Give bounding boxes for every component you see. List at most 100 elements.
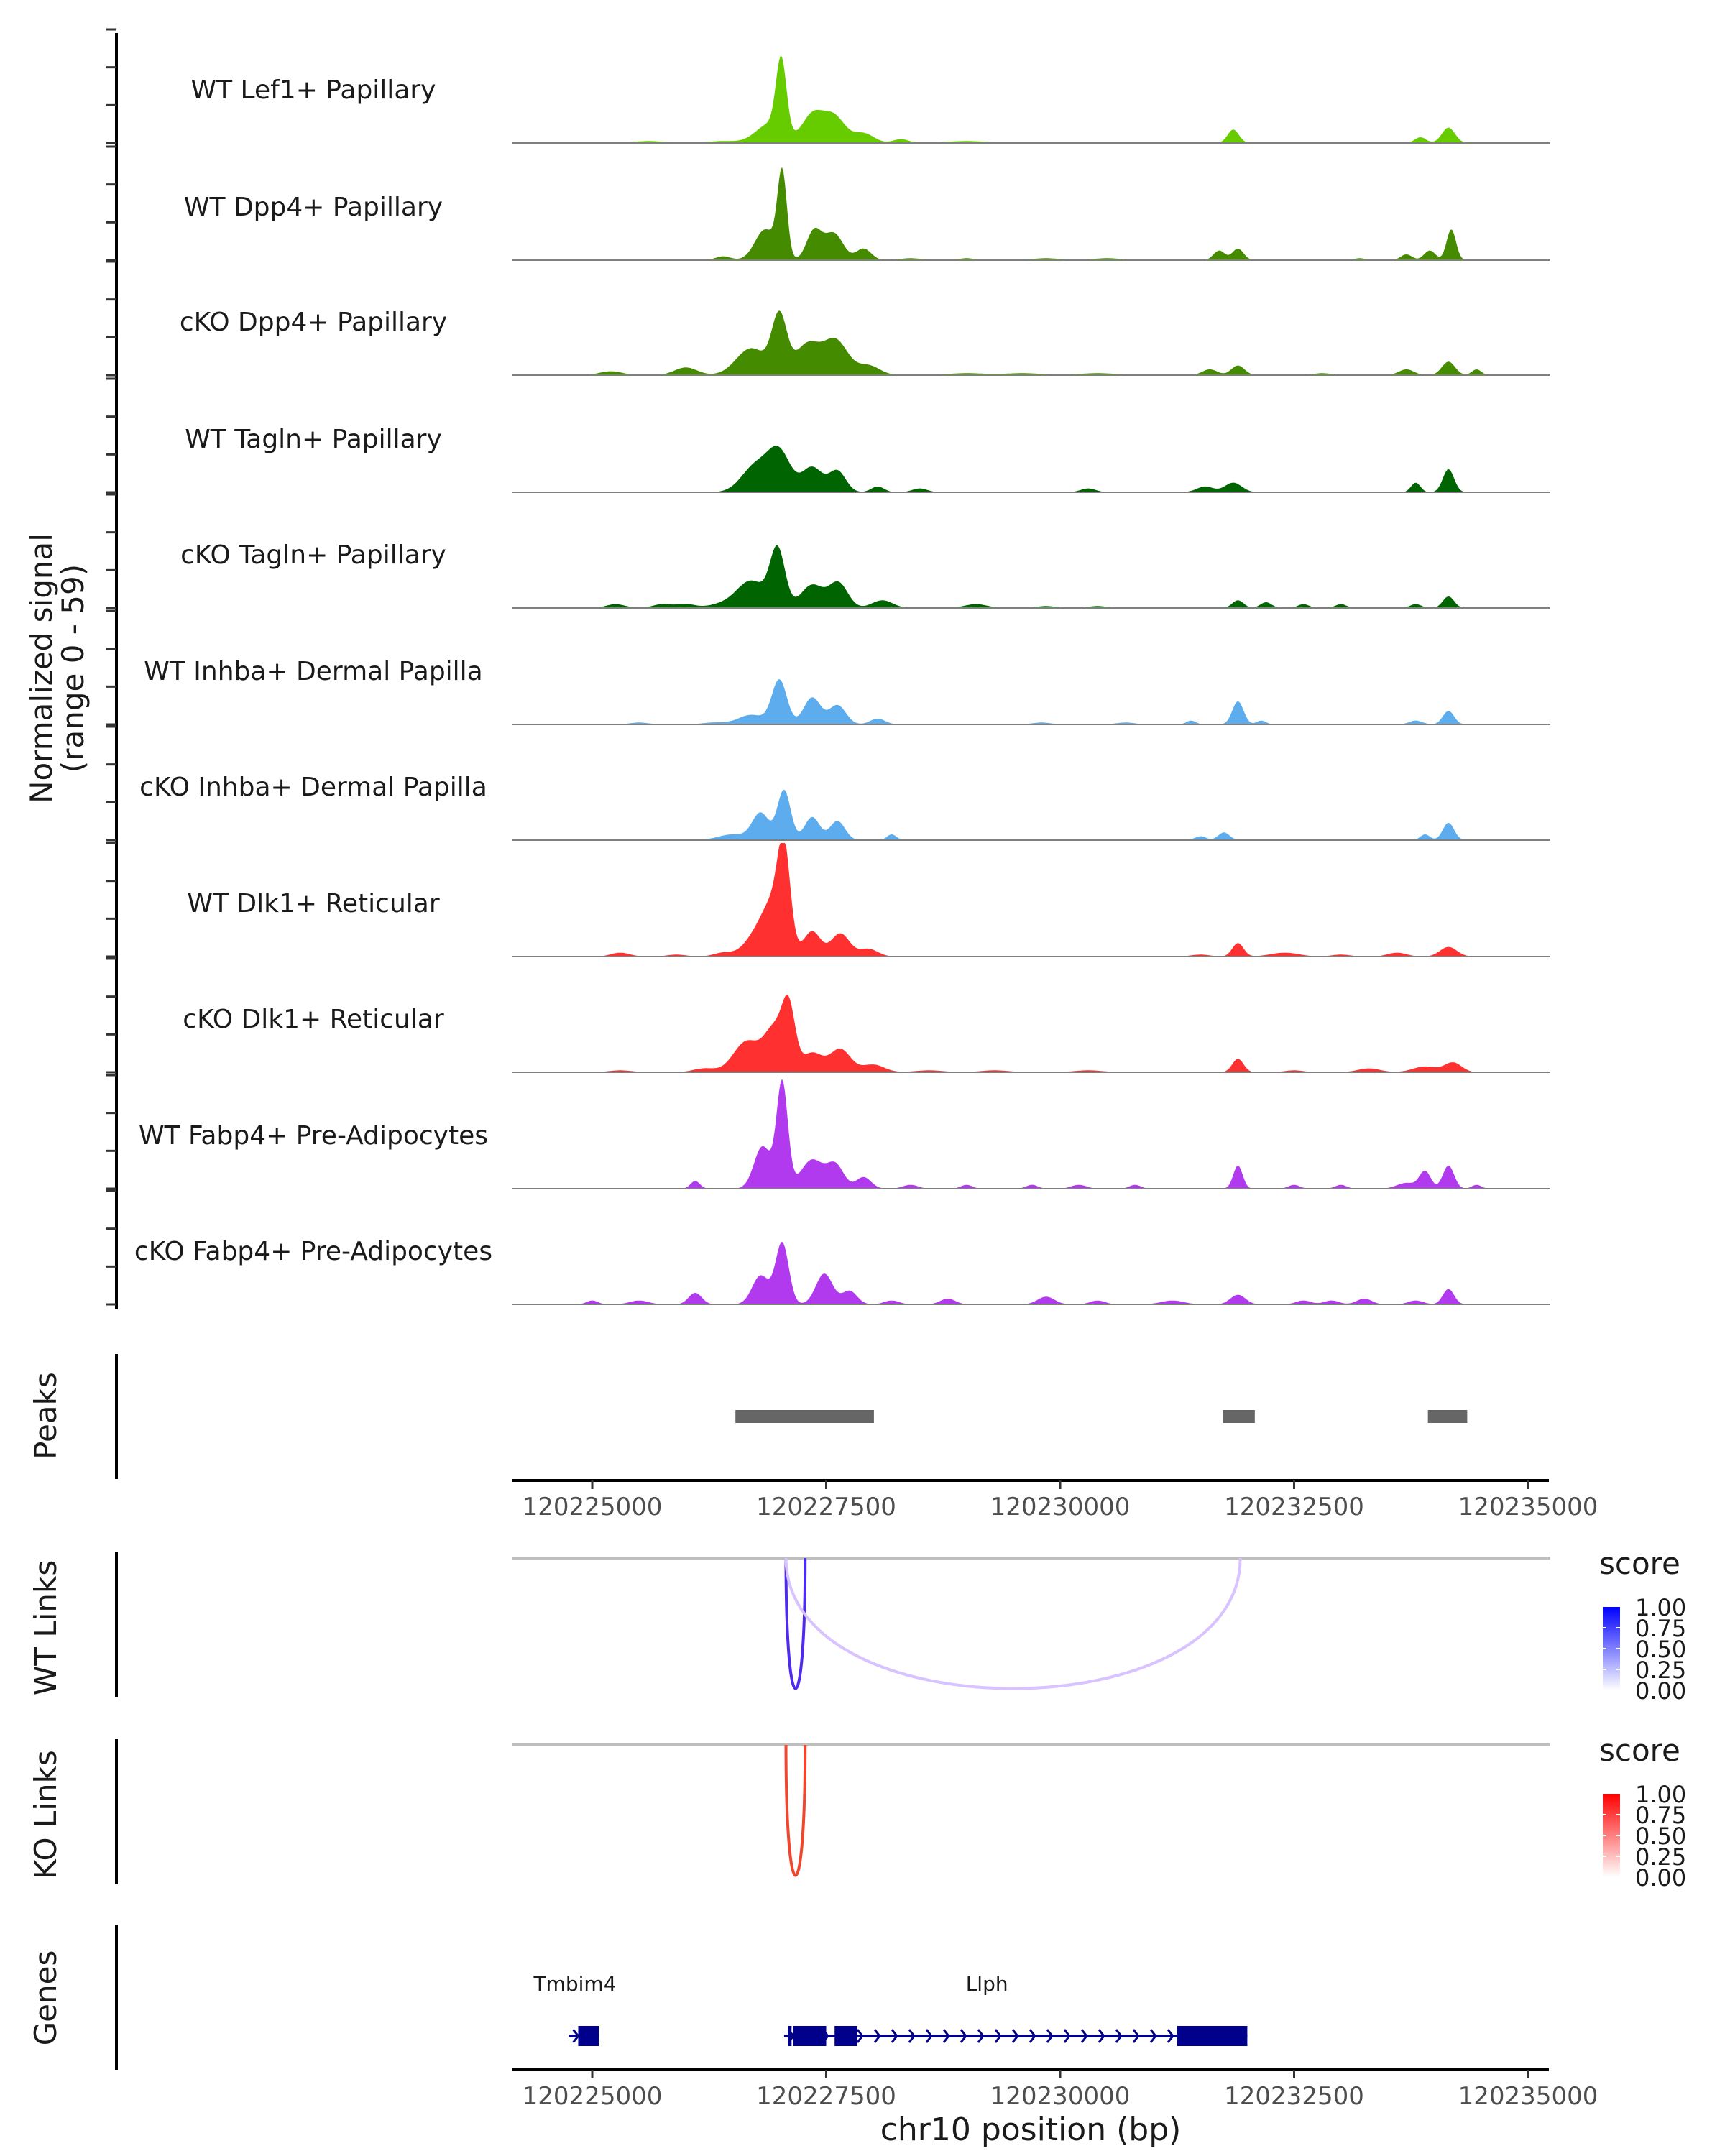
strand-arrow-icon <box>1029 2029 1036 2043</box>
strand-arrow-icon <box>925 2029 933 2043</box>
strand-arrow-icon <box>1149 2029 1157 2043</box>
x-tick-label: 120232500 <box>1224 1493 1364 1521</box>
strand-arrow-icon <box>1167 2029 1174 2043</box>
signal-track-label: cKO Tagln+ Papillary <box>180 540 446 570</box>
links-track: WT Links <box>28 1552 1550 1697</box>
signal-track-label: cKO Dlk1+ Reticular <box>183 1005 444 1034</box>
signal-track-label: WT Dpp4+ Papillary <box>184 193 443 222</box>
signal-track-label: cKO Fabp4+ Pre-Adipocytes <box>134 1237 492 1266</box>
signal-area <box>512 789 1550 840</box>
signal-area <box>512 843 1550 957</box>
x-tick-label: 120235000 <box>1458 2082 1598 2111</box>
signal-area <box>512 545 1550 608</box>
signal-ylabel-line1: Normalized signal <box>24 533 59 803</box>
gene-model: Llph <box>783 1972 1248 2046</box>
signal-track-label: WT Inhba+ Dermal Papilla <box>144 657 482 686</box>
strand-arrow-icon <box>977 2029 985 2043</box>
signal-area <box>512 55 1550 143</box>
x-tick-label: 120235000 <box>1458 1493 1598 1521</box>
strand-arrow-icon <box>1011 2029 1019 2043</box>
signal-tracks: WT Lef1+ Papillary WT Dpp4+ Papillary cKO … <box>106 28 1550 1309</box>
strand-arrow-icon <box>856 2029 864 2043</box>
strand-arrow-icon <box>994 2029 1002 2043</box>
signal-ylabel: Normalized signal (range 0 - 59) <box>24 533 91 803</box>
links-track-label: KO Links <box>28 1750 63 1879</box>
strand-arrow-icon <box>572 2029 580 2043</box>
links-track-label: WT Links <box>28 1560 63 1695</box>
legend-tick-label: 0.75 <box>1635 1615 1686 1642</box>
gene-exon <box>578 2026 599 2046</box>
score-legend: score 1.000.750.500.250.00 <box>1599 1733 1686 1892</box>
x-tick-label: 120232500 <box>1224 2082 1364 2111</box>
signal-track: cKO Dpp4+ Papillary <box>106 260 1550 377</box>
x-tick-label: 120225000 <box>523 1493 663 1521</box>
link-arc <box>784 1557 1242 1690</box>
signal-track-label: cKO Inhba+ Dermal Papilla <box>139 773 487 802</box>
signal-track: cKO Inhba+ Dermal Papilla <box>106 725 1550 842</box>
legend-tick-label: 1.00 <box>1635 1781 1686 1808</box>
signal-track: WT Tagln+ Papillary <box>106 377 1550 494</box>
signal-area <box>512 1079 1550 1189</box>
signal-track: cKO Tagln+ Papillary <box>106 493 1550 609</box>
legend-tick-label: 0.50 <box>1635 1636 1686 1663</box>
strand-arrow-icon <box>1115 2029 1123 2043</box>
strand-arrow-icon <box>1063 2029 1071 2043</box>
signal-track: cKO Fabp4+ Pre-Adipocytes <box>106 1189 1550 1306</box>
legend-tick-label: 1.00 <box>1635 1594 1686 1621</box>
signal-area <box>512 995 1550 1072</box>
strand-arrow-icon <box>891 2029 898 2043</box>
signal-track: WT Dlk1+ Reticular <box>106 842 1550 958</box>
signal-track: WT Inhba+ Dermal Papilla <box>106 609 1550 726</box>
signal-track-label: WT Lef1+ Papillary <box>191 75 436 105</box>
legend-title: score <box>1599 1546 1680 1581</box>
signal-track-label: WT Tagln+ Papillary <box>185 425 442 454</box>
x-axis-title: chr10 position (bp) <box>880 2111 1182 2148</box>
signal-area <box>512 167 1550 260</box>
signal-ylabel-line2: (range 0 - 59) <box>55 564 91 773</box>
gene-exon <box>834 2026 857 2046</box>
strand-arrow-icon <box>873 2029 881 2043</box>
gene-exon <box>793 2026 827 2046</box>
peak-region <box>1223 1410 1255 1423</box>
x-tick-label: 120230000 <box>990 1493 1131 1521</box>
legend-title: score <box>1599 1733 1680 1768</box>
signal-area <box>512 446 1550 492</box>
link-arc <box>784 1557 807 1690</box>
link-arc <box>784 1744 807 1877</box>
x-tick-label: 120227500 <box>756 2082 896 2111</box>
signal-track-label: WT Dlk1+ Reticular <box>187 889 439 918</box>
legend-tick-label: 0.00 <box>1635 1864 1686 1892</box>
legend-tick-label: 0.25 <box>1635 1657 1686 1684</box>
x-tick-label: 120227500 <box>756 1493 896 1521</box>
legend-tick-label: 0.25 <box>1635 1843 1686 1871</box>
x-axis-top: 120225000 120227500 120230000 120232500 1202… <box>512 1479 1598 1521</box>
strand-arrow-icon <box>1046 2029 1054 2043</box>
strand-arrow-icon <box>1132 2029 1140 2043</box>
signal-area <box>512 310 1550 375</box>
strand-arrow-icon <box>960 2029 967 2043</box>
signal-track: WT Dpp4+ Papillary <box>106 145 1550 262</box>
links-track: KO Links <box>28 1739 1550 1884</box>
genes-track: Genes Tmbim4 Llph <box>28 1925 1248 2070</box>
x-tick-label: 120230000 <box>990 2082 1131 2111</box>
signal-track-label: WT Fabp4+ Pre-Adipocytes <box>139 1121 488 1151</box>
score-legend: score 1.000.750.500.250.00 <box>1599 1546 1686 1705</box>
gene-model: Tmbim4 <box>533 1972 617 2046</box>
strand-arrow-icon <box>942 2029 950 2043</box>
signal-track: WT Lef1+ Papillary <box>106 28 1550 144</box>
peak-region <box>1427 1410 1468 1423</box>
legend-tick-label: 0.00 <box>1635 1677 1686 1705</box>
gene-exon <box>1177 2026 1248 2046</box>
signal-track: cKO Dlk1+ Reticular <box>106 957 1550 1074</box>
gene-exon <box>788 2026 792 2046</box>
score-legends: score1.000.750.500.250.00score1.000.750.… <box>1599 1546 1686 1892</box>
signal-area <box>512 679 1550 724</box>
peak-region <box>735 1410 874 1423</box>
signal-track: WT Fabp4+ Pre-Adipocytes <box>106 1074 1550 1190</box>
links-tracks: WT Links KO Links <box>28 1552 1550 1884</box>
genes-track-label: Genes <box>28 1950 63 2046</box>
peaks-track: Peaks <box>28 1354 1468 1479</box>
gene-label: Llph <box>966 1972 1008 1996</box>
signal-track-label: cKO Dpp4+ Papillary <box>180 308 447 337</box>
